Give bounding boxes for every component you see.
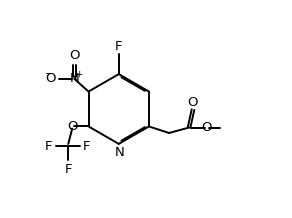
Text: F: F [65,163,72,176]
Text: O: O [45,72,55,85]
Text: O: O [69,49,80,62]
Text: F: F [45,140,53,153]
Text: O: O [67,120,77,133]
Text: O: O [188,95,198,109]
Text: F: F [115,40,123,53]
Text: −: − [45,69,53,79]
Text: N: N [69,72,79,85]
Text: F: F [83,140,90,153]
Text: O: O [202,121,212,134]
Text: +: + [75,70,82,79]
Text: N: N [115,146,125,160]
